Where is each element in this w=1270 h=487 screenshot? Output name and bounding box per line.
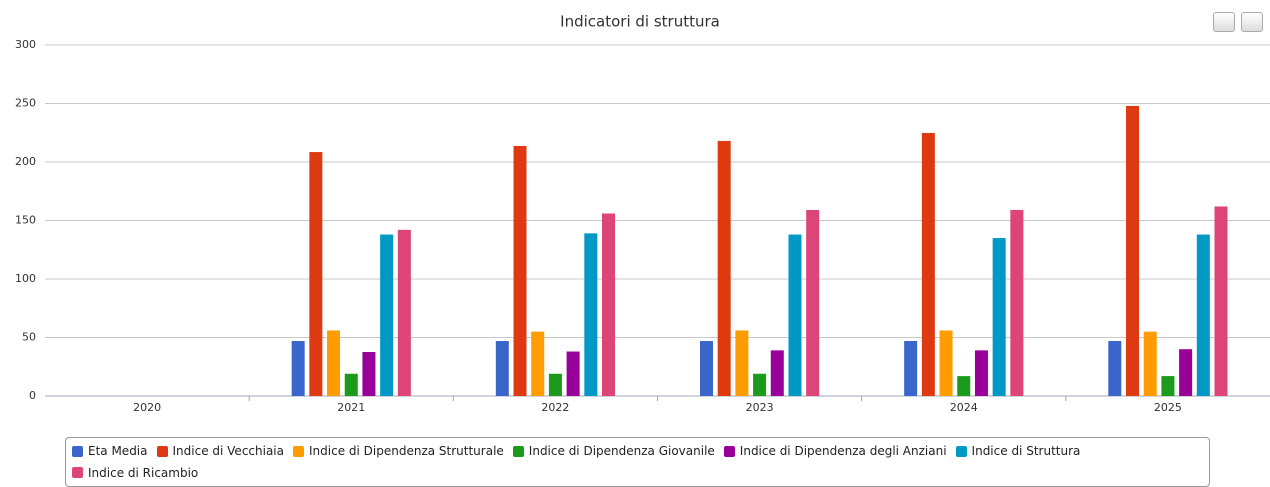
bar bbox=[1126, 105, 1140, 396]
bar bbox=[921, 132, 935, 396]
x-tick-label: 2021 bbox=[337, 401, 365, 414]
y-tick-label: 150 bbox=[15, 214, 36, 227]
legend-label: Indice di Struttura bbox=[971, 444, 1081, 459]
legend-label: Eta Media bbox=[88, 444, 148, 459]
y-tick-label: 0 bbox=[29, 389, 36, 402]
bar bbox=[344, 373, 358, 396]
bar bbox=[770, 350, 784, 396]
x-tick-label: 2022 bbox=[541, 401, 569, 414]
bar bbox=[992, 238, 1006, 396]
y-tick-label: 200 bbox=[15, 155, 36, 168]
legend-swatch bbox=[293, 445, 304, 457]
legend-item[interactable]: Indice di Ricambio bbox=[72, 464, 198, 483]
legend-item[interactable]: Indice di Dipendenza Strutturale bbox=[293, 442, 504, 461]
y-tick-label: 250 bbox=[15, 97, 36, 110]
legend-item[interactable]: Indice di Dipendenza Giovanile bbox=[512, 442, 715, 461]
legend-label: Indice di Dipendenza Giovanile bbox=[528, 444, 715, 459]
legend-item[interactable]: Eta Media bbox=[72, 442, 148, 461]
bar bbox=[566, 351, 580, 396]
bar bbox=[291, 341, 305, 396]
bar bbox=[939, 330, 953, 396]
legend-item[interactable]: Indice di Dipendenza degli Anziani bbox=[723, 442, 947, 461]
bar bbox=[327, 330, 341, 396]
bar bbox=[584, 233, 598, 396]
bar bbox=[495, 341, 509, 396]
legend-label: Indice di Dipendenza Strutturale bbox=[309, 444, 504, 459]
legend-label: Indice di Dipendenza degli Anziani bbox=[739, 444, 947, 459]
bar bbox=[1161, 376, 1175, 396]
legend-swatch bbox=[72, 445, 83, 457]
legend-swatch bbox=[156, 445, 168, 457]
legend-swatch bbox=[955, 445, 967, 457]
chart-title: Indicatori di struttura bbox=[560, 13, 720, 31]
bar bbox=[513, 145, 527, 396]
legend-label: Indice di Vecchiaia bbox=[172, 444, 285, 459]
legend-item[interactable]: Indice di Struttura bbox=[955, 442, 1081, 461]
bar bbox=[1214, 206, 1228, 396]
legend-swatch bbox=[72, 467, 83, 479]
bar bbox=[788, 234, 802, 396]
chart: Indicatori di struttura 0 50 100 150 200 250 3… bbox=[15, 13, 1270, 414]
x-tick-label: 2024 bbox=[950, 401, 978, 414]
x-tick-label: 2023 bbox=[746, 401, 774, 414]
y-tick-label: 300 bbox=[15, 38, 36, 51]
bar bbox=[1196, 234, 1210, 396]
bar bbox=[1179, 349, 1193, 396]
y-tick-label: 100 bbox=[15, 272, 36, 285]
bar bbox=[1108, 341, 1122, 396]
bar bbox=[548, 373, 562, 396]
bar bbox=[806, 209, 820, 396]
legend-swatch bbox=[723, 445, 735, 457]
bar bbox=[362, 352, 376, 396]
bar bbox=[957, 376, 971, 396]
y-tick-label: 50 bbox=[22, 331, 36, 344]
bar bbox=[1143, 331, 1157, 396]
legend-swatch bbox=[512, 445, 524, 457]
bar bbox=[699, 341, 713, 396]
bar bbox=[904, 341, 918, 396]
bar bbox=[717, 140, 731, 396]
print-button[interactable] bbox=[1213, 12, 1235, 32]
legend: Eta Media Indice di Vecchiaia Indice di Di… bbox=[65, 437, 1210, 487]
bar bbox=[397, 229, 411, 396]
bar bbox=[531, 331, 545, 396]
bar bbox=[1010, 209, 1024, 396]
bar bbox=[974, 350, 988, 396]
legend-item[interactable]: Indice di Vecchiaia bbox=[156, 442, 285, 461]
bar bbox=[753, 373, 767, 396]
bar bbox=[380, 234, 394, 396]
bar bbox=[602, 213, 616, 396]
bar bbox=[309, 152, 323, 396]
legend-label: Indice di Ricambio bbox=[88, 465, 199, 480]
bar bbox=[735, 330, 749, 396]
x-tick-label: 2025 bbox=[1154, 401, 1182, 414]
x-tick-label: 2020 bbox=[133, 401, 161, 414]
download-button[interactable] bbox=[1241, 12, 1263, 32]
